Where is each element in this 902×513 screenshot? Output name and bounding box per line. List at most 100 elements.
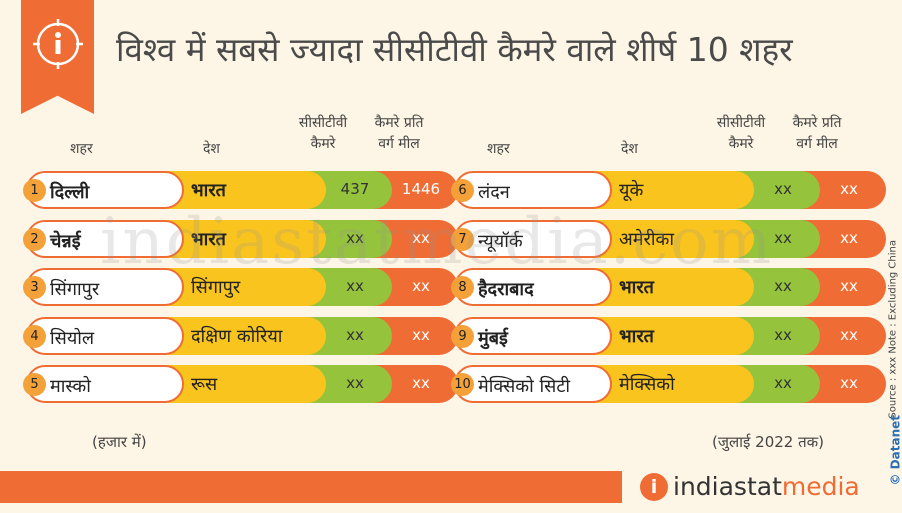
header-density: कैमरे प्रति वर्ग मील [364,113,434,155]
source-note: Source : xxx Note : Excluding China [888,240,899,419]
country-name: मेक्सिको [619,374,675,395]
city-cell: मास्को [26,365,184,403]
header-cameras-right: सीसीटीवी कैमरे [708,113,774,155]
city-cell: लंदन [454,171,612,209]
cameras-value: xx [346,325,364,344]
header-country: देश [203,141,220,157]
header-city: शहर [70,141,93,157]
country-cell: भारत [163,171,326,209]
table-row: xx xx सिंगापुर सिंगापुर 3 [23,266,459,308]
country-name: भारत [191,180,226,201]
logo-text-part2: media [781,472,860,501]
datanet-credit: © Datanet [888,415,902,486]
rank-badge: 8 [451,276,474,299]
country-cell: यूके [591,171,754,209]
country-name: भारत [619,277,654,298]
country-cell: रूस [163,365,326,403]
rank-badge: 4 [23,324,46,348]
logo-icon: i [640,473,668,501]
country-name: दक्षिण कोरिया [191,325,283,347]
header-cameras-line2: कैमरे [310,136,336,152]
table-row: xx xx दक्षिण कोरिया सियोल 4 [23,315,459,357]
table-row: xx xx अमेरीका न्यूयॉर्क 7 [451,218,887,260]
rank-badge: 7 [451,227,474,251]
city-cell: न्यूयॉर्क [454,219,612,258]
rank-badge: 10 [451,373,474,396]
city-name: मास्को [50,376,91,397]
density-value: xx [840,228,858,247]
country-name: यूके [619,180,644,201]
header-city-right: शहर [487,141,510,157]
city-name: सियोल [50,327,95,349]
table-row: 1446 437 भारत दिल्ली 1 [23,169,459,211]
bottom-bar [0,471,622,503]
density-value: xx [840,180,858,198]
cameras-value: xx [774,277,792,295]
city-name: लंदन [478,182,510,203]
table-row: xx xx भारत हैदराबाद 8 [451,266,887,308]
city-name: न्यूयॉर्क [478,230,523,252]
header-density-line1: कैमरे प्रति [374,115,424,131]
city-cell: चेन्नई [26,219,184,258]
cameras-value: xx [346,374,364,392]
city-name: मुंबई [478,327,508,349]
country-name: भारत [619,325,654,347]
header-cameras-line1: सीसीटीवी [298,115,348,131]
title-ribbon [21,0,94,114]
table-row: xx xx मेक्सिको मेक्सिको सिटी 10 [451,363,887,405]
density-value: xx [412,228,430,247]
table-row: xx xx यूके लंदन 6 [451,169,887,211]
country-cell: दक्षिण कोरिया [163,316,326,355]
header-cameras-right-line2: कैमरे [728,136,754,152]
city-name: दिल्ली [50,182,90,203]
density-value: xx [840,277,858,295]
country-name: रूस [191,374,218,395]
country-cell: भारत [163,219,326,258]
density-value: xx [412,374,430,392]
city-cell: सियोल [26,316,184,355]
unit-note: (हजार में) [92,433,147,451]
density-value: xx [412,325,430,344]
header-density-right: कैमरे प्रति वर्ग मील [782,113,852,155]
cameras-value: xx [774,180,792,198]
country-name: अमेरीका [619,228,675,250]
density-value: 1446 [401,180,441,198]
density-value: xx [840,325,858,344]
city-name: हैदराबाद [478,279,534,300]
country-cell: भारत [591,268,754,306]
city-cell: मेक्सिको सिटी [454,365,612,403]
city-cell: मुंबई [454,316,612,355]
header-density-right-line1: कैमरे प्रति [792,115,842,131]
table-row: xx xx भारत चेन्नई 2 [23,218,459,260]
cameras-value: xx [774,228,792,247]
rank-badge: 3 [23,276,46,299]
rank-badge: 6 [451,179,474,202]
logo-text: indiastatmedia [673,472,860,501]
city-name: मेक्सिको सिटी [478,376,571,397]
country-cell: मेक्सिको [591,365,754,403]
table-row: xx xx रूस मास्को 5 [23,363,459,405]
header-density-right-line2: वर्ग मील [796,136,838,152]
rank-badge: 5 [23,373,46,396]
info-icon [33,19,83,69]
country-name: भारत [191,228,226,250]
cameras-value: xx [346,277,364,295]
date-note: (जुलाई 2022 तक) [712,433,825,451]
country-name: सिंगापुर [191,277,241,298]
cameras-value: xx [774,325,792,344]
density-value: xx [412,277,430,295]
city-name: चेन्नई [50,230,81,252]
city-cell: सिंगापुर [26,268,184,306]
cameras-value: xx [774,374,792,392]
rank-badge: 2 [23,227,46,251]
header-density-line2: वर्ग मील [378,136,420,152]
cameras-value: 437 [340,180,370,198]
country-cell: भारत [591,316,754,355]
city-cell: दिल्ली [26,171,184,209]
page-title: विश्व में सबसे ज्यादा सीसीटीवी कैमरे वाल… [116,30,793,69]
country-cell: अमेरीका [591,219,754,258]
city-cell: हैदराबाद [454,268,612,306]
cameras-value: xx [346,228,364,247]
city-name: सिंगापुर [50,279,100,300]
logo-text-part1: indiastat [673,472,782,501]
